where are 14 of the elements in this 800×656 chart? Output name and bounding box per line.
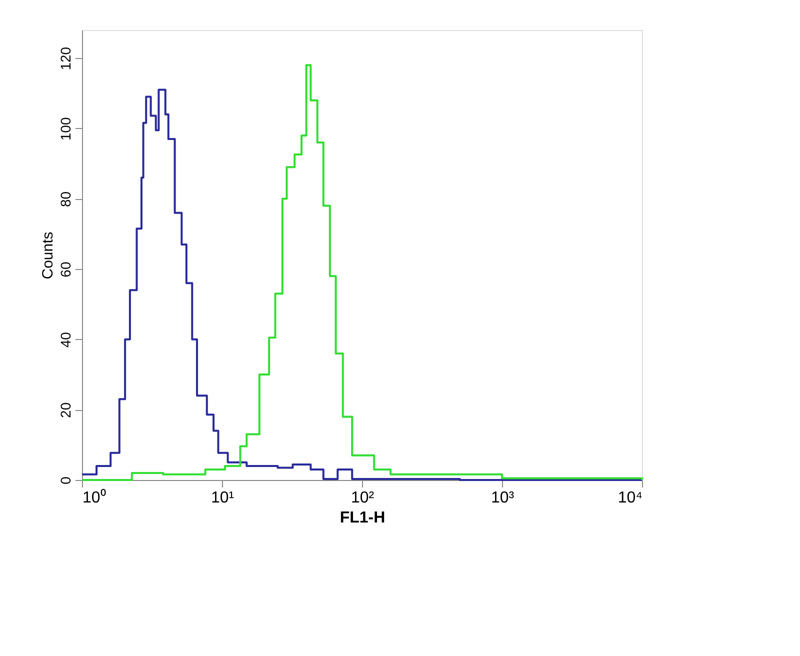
x-axis-title: FL1-H (340, 510, 386, 526)
x-tick-label: 10³ (490, 490, 515, 506)
y-tick-label: 60 (58, 262, 74, 278)
y-tick-label: 40 (58, 332, 74, 348)
y-tick-label: 0 (58, 476, 74, 484)
x-tick-label: 10² (350, 490, 375, 506)
y-tick-label: 100 (58, 117, 74, 141)
x-tick-label: 10⁴ (618, 490, 643, 506)
y-tick-label: 120 (58, 46, 74, 70)
y-tick-label: 20 (58, 402, 74, 418)
y-tick-label: 80 (58, 191, 74, 208)
x-tick-label: 10⁰ (82, 488, 106, 506)
x-tick-label: 10¹ (210, 490, 234, 506)
y-axis-title: Counts (40, 232, 56, 280)
